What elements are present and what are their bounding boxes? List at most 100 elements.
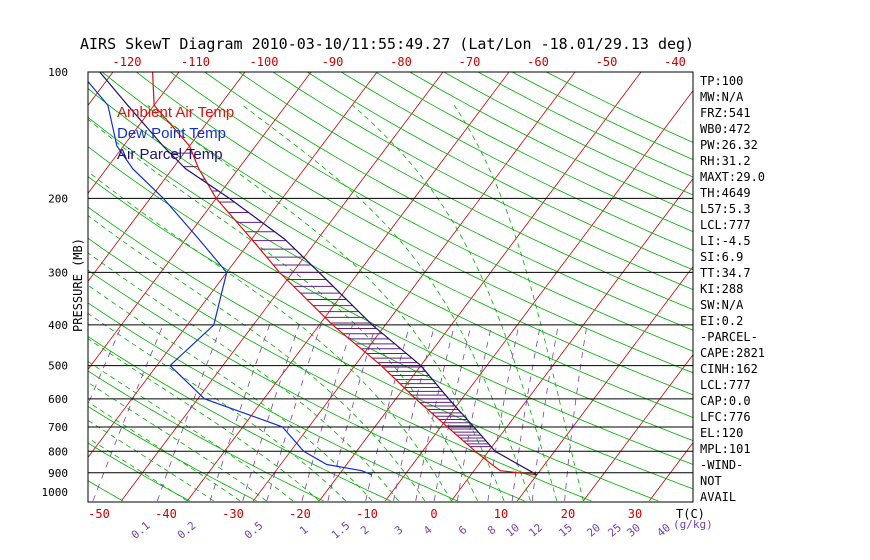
series-lines	[88, 72, 538, 476]
chart-title: AIRS SkewT Diagram 2010-03-10/11:55:49.2…	[80, 35, 694, 53]
moist-adiabat-line	[88, 338, 320, 502]
legend-parcel: Air Parcel Temp	[117, 146, 223, 163]
parcel-line	[99, 72, 538, 476]
bottom-tick-label: 20	[561, 507, 575, 521]
mixing-ratio-line	[564, 324, 588, 501]
index-entry: MAXT:29.0	[700, 170, 765, 184]
bottom-tick-label: -50	[88, 507, 110, 521]
mixing-ratio-label: 1.5	[329, 519, 353, 542]
isotherm-line	[88, 72, 378, 458]
mixing-ratio-label: 0.2	[175, 519, 199, 542]
mixing-ratio-line	[266, 324, 322, 502]
index-entry: LCL:777	[700, 218, 751, 232]
top-tick-label: -60	[527, 55, 549, 69]
mixing-ratio-label: 20	[584, 521, 603, 539]
dry-adiabat-line	[238, 72, 693, 311]
isotherm-line	[451, 178, 693, 502]
isotherm-line	[187, 72, 510, 502]
isotherm-line	[649, 442, 693, 502]
pressure-label: 700	[48, 421, 68, 434]
mixing-ratio-unit-label: (g/kg)	[673, 518, 713, 531]
mixing-ratio-label: 6	[456, 523, 469, 537]
index-entry: TP:100	[700, 74, 743, 88]
plot-frame	[87, 71, 694, 503]
dry-adiabat-line	[88, 370, 324, 502]
dry-adiabat-line	[169, 72, 693, 352]
dry-adiabat-line	[374, 72, 693, 233]
index-entry: EI:0.2	[700, 314, 743, 328]
index-entry: LCL:777	[700, 378, 751, 392]
mixing-ratio-label: 25	[605, 521, 624, 539]
bottom-tick-label: 30	[628, 507, 642, 521]
moist-adiabat-line	[453, 105, 584, 501]
mixing-ratio-line	[301, 324, 353, 501]
dry-adiabat-line	[408, 72, 693, 214]
dry-adiabat-line	[88, 88, 693, 418]
dry-adiabat-line	[443, 72, 693, 196]
pressure-label: 400	[48, 319, 68, 332]
bottom-tick-label: 0	[430, 507, 437, 521]
moist-adiabat-line	[88, 312, 346, 502]
dry-adiabat-line	[477, 72, 693, 178]
moist-adiabat-line	[88, 118, 479, 502]
mixing-ratio-line	[457, 324, 493, 501]
index-entry: PW:26.32	[700, 138, 758, 152]
isotherm-line	[88, 72, 312, 370]
bottom-tick-label: 10	[494, 507, 508, 521]
pressure-labels: 100 200 300 400 500 600 700 800 900 1000	[42, 66, 69, 499]
top-tick-label: -70	[459, 55, 481, 69]
dry-adiabat-line	[88, 302, 458, 502]
background-lines	[0, 0, 693, 502]
dry-adiabat-line	[88, 237, 592, 502]
pressure-label: 800	[48, 445, 68, 458]
pressure-label: 100	[48, 66, 68, 79]
index-entry: -WIND-	[700, 458, 743, 472]
isotherm-line	[0, 0, 51, 501]
index-entry: FRZ:541	[700, 106, 751, 120]
index-entry: TH:4649	[700, 186, 751, 200]
mixing-ratio-label: 40	[654, 521, 673, 539]
top-tick-label: -120	[113, 55, 142, 69]
mixing-ratio-label: 0.5	[242, 519, 266, 542]
index-entry: TT:34.7	[700, 266, 751, 280]
pressure-label: 500	[48, 360, 68, 373]
index-entry: MPL:101	[700, 442, 751, 456]
top-tick-label: -90	[322, 55, 344, 69]
legend-ambient: Ambient Air Temp	[117, 104, 234, 121]
pressure-label: 300	[48, 266, 68, 279]
dry-adiabat-line	[88, 269, 525, 502]
moist-adiabat-line	[88, 215, 426, 502]
y-axis-label: PRESSURE (MB)	[71, 238, 85, 332]
dry-adiabat-line	[88, 405, 257, 502]
pressure-label: 900	[48, 467, 68, 480]
mixing-ratio-line	[511, 324, 541, 501]
isotherm-line	[88, 72, 246, 282]
index-entry: -PARCEL-	[700, 330, 758, 344]
temperature-unit-label: T(C)	[676, 507, 705, 521]
ambient-line	[152, 72, 537, 476]
dry-adiabat-line	[88, 146, 693, 465]
mixing-ratio-line	[365, 324, 411, 501]
mixing-ratio-line	[209, 324, 270, 502]
dry-adiabat-line	[88, 336, 391, 502]
index-entry: CINH:162	[700, 362, 758, 376]
dry-adiabat-line	[88, 206, 659, 502]
dry-adiabat-line	[340, 72, 693, 251]
index-entry: SW:N/A	[700, 298, 744, 312]
moist-adiabat-line	[88, 252, 399, 502]
bottom-tick-labels: -50 -40 -30 -20 -10 0 10 20 30 T(C)	[88, 507, 705, 521]
index-entry: AVAIL	[700, 490, 736, 504]
moist-adiabat-line	[352, 105, 558, 502]
index-entry: SI:6.9	[700, 250, 743, 264]
moist-adiabat-line	[88, 381, 267, 502]
index-entry: CAPE:2821	[700, 346, 765, 360]
indices-panel: TP:100 MW:N/A FRZ:541 WB0:472 PW:26.32 RH:31.…	[700, 74, 765, 504]
dry-adiabat-line	[511, 72, 693, 161]
index-entry: EL:120	[700, 426, 743, 440]
index-entry: LFC:776	[700, 410, 751, 424]
dry-adiabat-line	[101, 72, 693, 396]
index-entry: NOT	[700, 474, 722, 488]
bottom-tick-label: -40	[155, 507, 177, 521]
bottom-tick-label: -10	[356, 507, 378, 521]
isotherm-line	[253, 72, 576, 502]
